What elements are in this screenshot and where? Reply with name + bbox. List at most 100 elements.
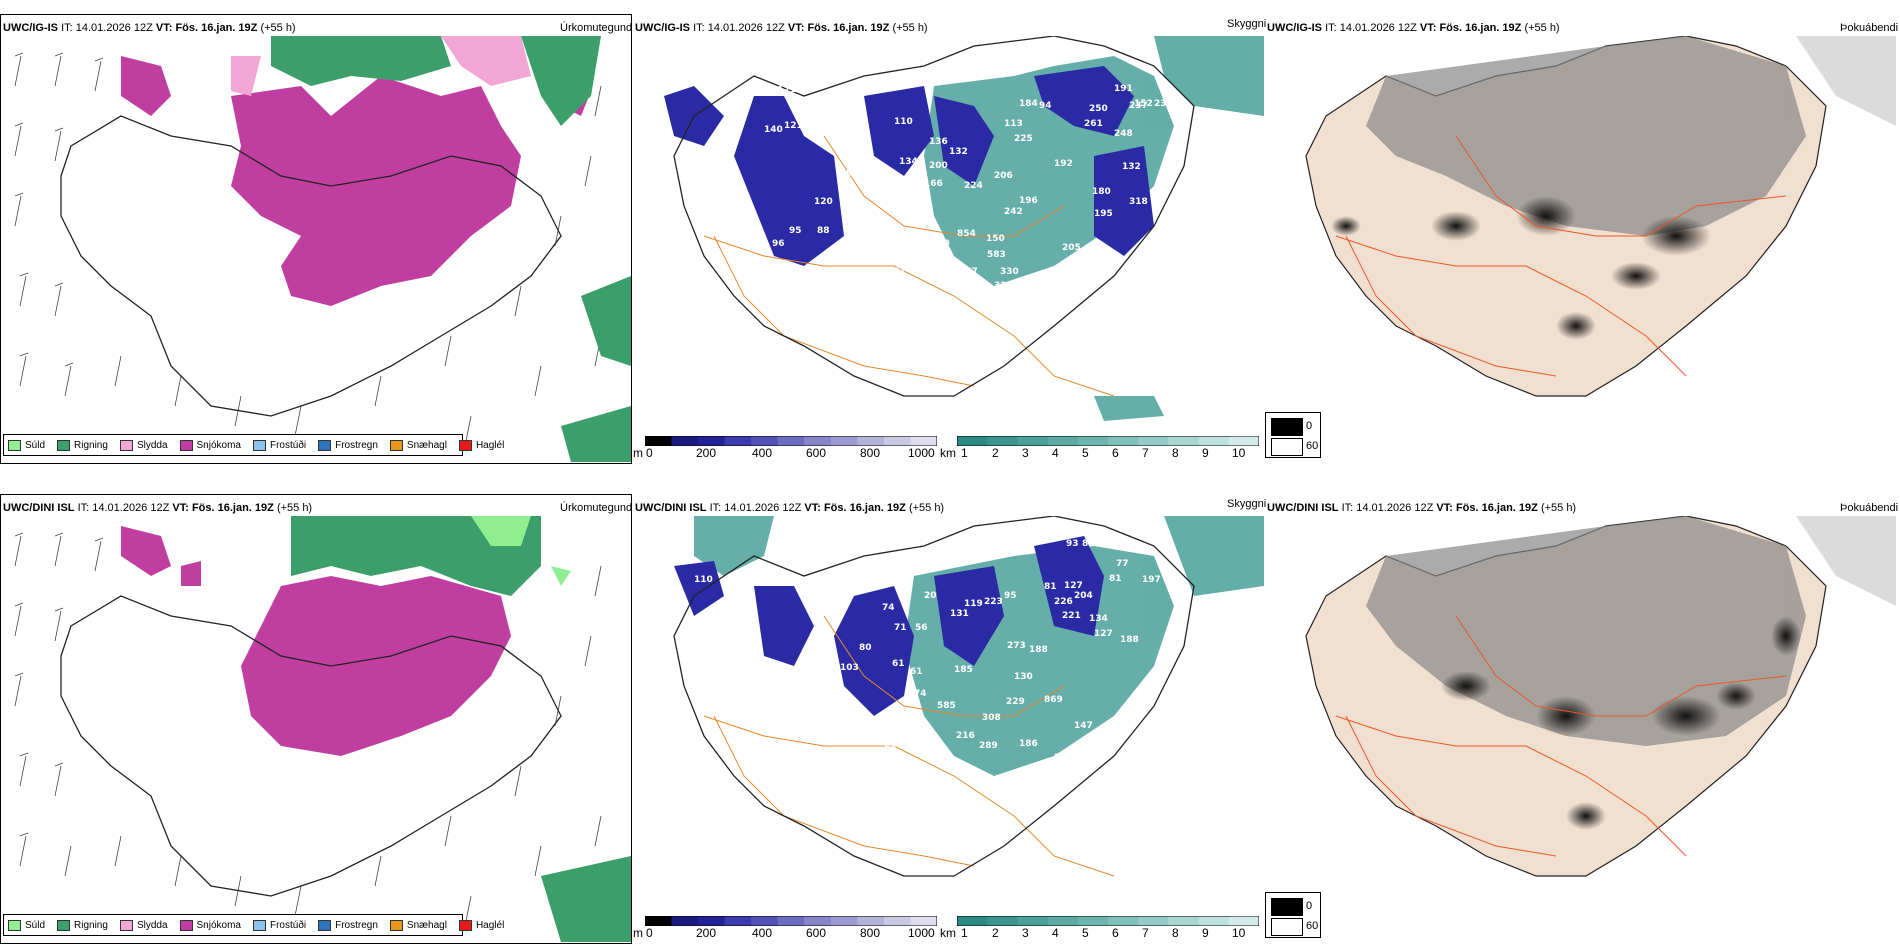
ceiling-label: 55 [882, 183, 895, 193]
init-time: 14.01.2026 12Z [724, 502, 802, 514]
visibility-tick: 5 [1082, 926, 1089, 940]
precip-legend: Súld Rigning Slydda Snjókoma Frostúði Fr… [3, 434, 504, 456]
colorbar-step [1198, 436, 1230, 446]
colorbar-step [777, 916, 805, 926]
ceiling-label: 291 [1054, 753, 1073, 763]
ceiling-label: 869 [1044, 695, 1063, 705]
ceiling-label: 134 [1089, 614, 1108, 624]
fog-legend: 0 60 [1265, 412, 1321, 458]
ceiling-tick: 400 [752, 446, 773, 460]
rain-area [291, 516, 631, 942]
ceiling-label: 229 [1006, 697, 1025, 707]
model-name: UWC/DINI ISL [635, 502, 707, 514]
ceiling-label: 81 [861, 241, 874, 251]
ceiling-tick: 0 [646, 926, 653, 940]
legend-label: Rigning [74, 439, 108, 451]
colorbar-step [777, 436, 805, 446]
ceiling-colorbar [645, 916, 937, 926]
wind-barbs [14, 532, 602, 927]
init-time: 14.01.2026 12Z [1339, 22, 1417, 34]
legend-item: Frostregn [318, 439, 378, 451]
ceiling-label: 206 [994, 171, 1013, 181]
ceiling-label: 90 [859, 144, 872, 154]
precip-type-map [14, 516, 631, 942]
ceiling-shading [664, 66, 1154, 266]
ceiling-label: 154 [906, 192, 925, 202]
roads [703, 615, 1115, 877]
colorbar-step [804, 916, 832, 926]
field-name: Þokuábendi [1840, 502, 1899, 514]
ceiling-labels: 93 87 77 81 197 110 127 226 223 221 95 8… [694, 539, 1161, 763]
ceiling-unit: m [633, 926, 643, 940]
ceiling-tick: 1000 [908, 926, 935, 940]
precip-type-map [14, 36, 631, 462]
colorbar-step [1198, 916, 1230, 926]
legend-label: Snæhagl [406, 919, 447, 931]
colorbar-step [830, 916, 858, 926]
ceiling-label: 273 [1007, 641, 1026, 651]
colorbar-step [1047, 916, 1079, 926]
visibility-tick: 5 [1082, 446, 1089, 460]
ceiling-label: 191 [1114, 84, 1133, 94]
ceiling-label: 127 [1064, 581, 1083, 591]
legend-swatch [458, 919, 472, 931]
valid-time: Fös. 16.jan. 19Z [807, 22, 890, 34]
valid-time: Fös. 16.jan. 19Z [823, 502, 906, 514]
legend-item: Rigning [57, 439, 108, 451]
ceiling-shading [674, 536, 1104, 716]
ceiling-label: 130 [1014, 672, 1033, 682]
colorbar-step [1017, 916, 1049, 926]
ceiling-tick: 1000 [908, 446, 935, 460]
ceiling-label: 325 [994, 281, 1013, 291]
legend-item: Slydda [119, 919, 168, 931]
colorbar-step [987, 916, 1018, 926]
ceiling-label: 196 [1019, 196, 1038, 206]
legend-swatch [57, 439, 71, 451]
ceiling-label: 94 [1039, 101, 1052, 111]
legend-swatch [179, 439, 193, 451]
lead-time: (+55 h) [892, 22, 928, 34]
field-name: Skyggni [1227, 498, 1267, 510]
colorbar-step [830, 436, 858, 446]
colorbar-step [987, 436, 1018, 446]
init-time: 14.01.2026 12Z [92, 502, 170, 514]
colorbar-step [1077, 916, 1109, 926]
visibility-tick: 2 [992, 446, 999, 460]
valid-time: Fös. 16.jan. 19Z [175, 22, 258, 34]
ceiling-tick: 600 [806, 446, 827, 460]
colorbar-step [957, 436, 988, 446]
ceiling-label: 95 [789, 226, 802, 236]
colorbar-step [751, 916, 779, 926]
ceiling-label: 113 [1004, 119, 1023, 129]
ceiling-label: 76 [794, 697, 807, 707]
panel-header: UWC/DINI ISL IT: 14.01.2026 12Z VT: Fös.… [1267, 502, 1576, 514]
legend-item: Súld [8, 919, 46, 931]
snow-area [121, 56, 591, 306]
legend-swatch [57, 919, 71, 931]
visibility-tick: 9 [1202, 926, 1209, 940]
legend-label: Slydda [136, 439, 168, 451]
ceiling-label: 267 [1054, 49, 1073, 59]
legend-label: Snæhagl [406, 439, 447, 451]
ceiling-label: 223 [912, 725, 931, 735]
legend-swatch [252, 919, 266, 931]
ceiling-label: 585 [937, 701, 956, 711]
visibility-tick: 7 [1142, 446, 1149, 460]
ceiling-label: 131 [887, 267, 906, 277]
ceiling-label: 79 [839, 199, 852, 209]
legend-item: Frostregn [318, 919, 378, 931]
ceiling-label: 114 [764, 85, 783, 95]
ceiling-label: 20 [924, 591, 937, 601]
ceiling-label: 127 [1094, 629, 1113, 639]
legend-label: Frostregn [335, 919, 378, 931]
ceiling-label: 59 [852, 281, 865, 291]
visibility-tick: 2 [992, 926, 999, 940]
ceiling-label: 289 [979, 741, 998, 751]
legend-label: Slydda [136, 919, 168, 931]
fog-dark [1331, 196, 1711, 340]
field-name: Úrkomutegund [560, 502, 633, 514]
legend-label: Súld [25, 919, 46, 931]
visibility-colorbar [957, 916, 1259, 926]
fog-legend: 0 60 [1265, 892, 1321, 938]
ceiling-labels: 267 236 191 152 237 250 261 248 184 94 1… [764, 49, 1173, 291]
